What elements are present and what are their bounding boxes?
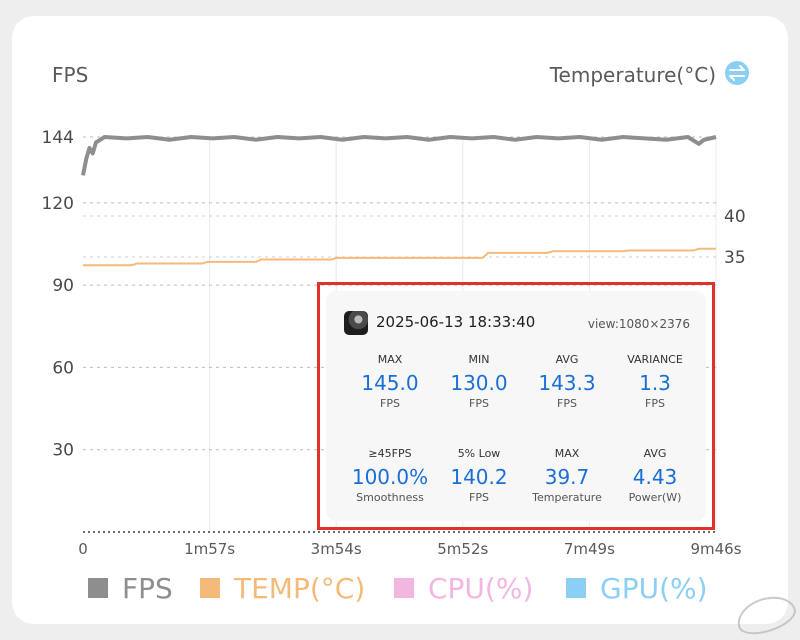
stat-label: MAX [554, 447, 580, 460]
legend-swatch-temp [200, 578, 220, 598]
y-left-tick-label: 144 [42, 128, 74, 148]
legend-swatch-cpu [394, 578, 414, 598]
session-timestamp: 2025-06-13 18:33:40 [376, 313, 536, 331]
stat-fps-avg: AVG 143.3 FPS [519, 353, 615, 410]
stat-label: MAX [377, 353, 403, 366]
legend-swatch-gpu [566, 578, 586, 598]
y-left-tick-label: 120 [42, 194, 74, 214]
stat-value: 100.0% [351, 465, 429, 489]
stat-value: 140.2 [450, 465, 508, 489]
x-tick-label: 5m52s [437, 540, 488, 558]
stat-unit: FPS [469, 397, 489, 410]
stats-card: 2025-06-13 18:33:40 view:1080×2376 MAX 1… [326, 291, 706, 521]
right-axis-title: Temperature(°C) [549, 63, 716, 87]
y-right-tick-label: 40 [724, 207, 746, 227]
stat-value: 130.0 [450, 371, 508, 395]
stat-unit: FPS [645, 397, 665, 410]
stat-fps-max: MAX 145.0 FPS [342, 353, 438, 410]
legend-label-gpu: GPU(%) [600, 572, 708, 605]
stat-unit: FPS [469, 491, 489, 504]
stat-unit: Temperature [532, 491, 602, 504]
y-right-tick-label: 35 [724, 248, 746, 268]
stat-value: 143.3 [538, 371, 596, 395]
x-tick-label: 1m57s [184, 540, 235, 558]
legend-swatch-fps [88, 578, 108, 598]
series-line-tempc [83, 247, 716, 267]
stat-label: 5% Low [457, 447, 501, 460]
stat-temperature-max: MAX 39.7 Temperature [519, 447, 615, 504]
stat-unit: FPS [557, 397, 577, 410]
stat-smoothness: ≥45FPS 100.0% Smoothness [342, 447, 438, 504]
stat-value: 145.0 [361, 371, 419, 395]
stat-value: 1.3 [639, 371, 671, 395]
x-tick-label: 9m46s [690, 540, 741, 558]
stat-value: 39.7 [544, 465, 590, 489]
x-tick-label: 7m49s [564, 540, 615, 558]
stats-header: 2025-06-13 18:33:40 view:1080×2376 [344, 309, 690, 339]
stat-label: AVG [555, 353, 579, 366]
left-axis-title: FPS [52, 63, 88, 87]
x-tick-label: 3m54s [311, 540, 362, 558]
stat-fps-5-low: 5% Low 140.2 FPS [431, 447, 527, 504]
stat-fps-min: MIN 130.0 FPS [431, 353, 527, 410]
swap-icon-arrows [729, 65, 745, 81]
stat-power-avg: AVG 4.43 Power(W) [607, 447, 703, 504]
stat-value: 4.43 [632, 465, 678, 489]
y-left-tick-label: 90 [52, 276, 74, 296]
stat-unit: Power(W) [628, 491, 682, 504]
stats-highlight-box: 2025-06-13 18:33:40 view:1080×2376 MAX 1… [317, 282, 715, 530]
swap-icon [725, 61, 749, 85]
stat-label: MIN [468, 353, 490, 366]
view-resolution: view:1080×2376 [587, 317, 690, 331]
stat-label: VARIANCE [627, 353, 683, 366]
y-left-tick-label: 30 [52, 441, 74, 461]
stat-unit: Smoothness [356, 491, 424, 504]
legend-label-cpu: CPU(%) [428, 572, 534, 605]
stat-fps-variance: VARIANCE 1.3 FPS [607, 353, 703, 410]
x-tick-label: 0 [78, 540, 88, 558]
stat-label: ≥45FPS [368, 447, 412, 460]
legend-label-temp: TEMP(°C) [234, 572, 366, 605]
stat-label: AVG [643, 447, 667, 460]
y-left-tick-label: 60 [52, 358, 74, 378]
stat-unit: FPS [380, 397, 400, 410]
series-line-fps [81, 135, 717, 176]
legend-label-fps: FPS [122, 572, 173, 605]
game-icon [344, 311, 368, 335]
